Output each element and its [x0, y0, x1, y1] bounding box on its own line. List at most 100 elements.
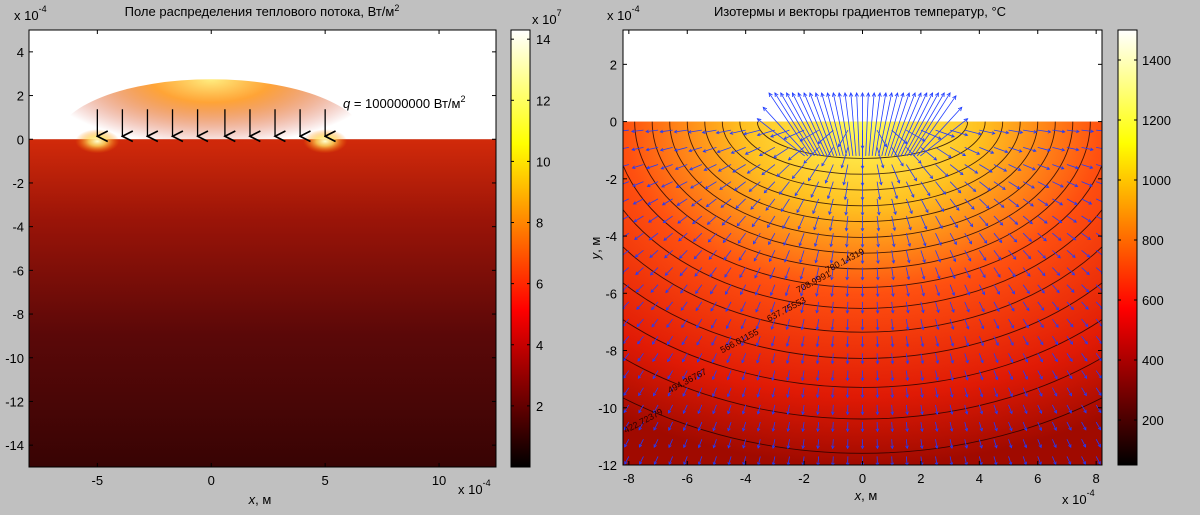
gradient-vector [1037, 129, 1051, 133]
gradient-vector-head [875, 394, 880, 399]
gradient-vector [624, 456, 630, 465]
gradient-vector [816, 370, 820, 381]
gradient-vector [815, 267, 820, 280]
gradient-vector-head [715, 130, 720, 135]
gradient-vector [664, 250, 673, 259]
gradient-vector [802, 439, 805, 449]
gradient-vector-head [737, 240, 742, 244]
gradient-vector [1037, 404, 1042, 414]
gradient-vector-head [783, 242, 787, 246]
gradient-vector [636, 284, 644, 293]
gradient-vector-head [920, 377, 924, 382]
gradient-vector-head [845, 360, 850, 365]
gradient-vector-head [962, 152, 967, 156]
gradient-vector-head [724, 273, 728, 278]
gradient-vector-head [830, 276, 834, 281]
gradient-vector [1081, 318, 1089, 327]
gradient-vector-head [1070, 323, 1074, 328]
gradient-vector-head [1032, 167, 1036, 171]
gradient-vector-head [1074, 183, 1079, 188]
gradient-vector [1081, 164, 1093, 169]
gradient-vector-head [1010, 342, 1014, 346]
gradient-vector-head [816, 428, 820, 433]
gradient-vector-head [1039, 393, 1043, 397]
gradient-vector-head [756, 132, 761, 137]
gradient-vector-head [729, 131, 734, 135]
gradient-vector-head [920, 343, 925, 348]
gradient-vector-head [623, 392, 627, 397]
gradient-vector-head [770, 309, 774, 313]
flux-arrows [97, 109, 325, 136]
gradient-vector [949, 318, 954, 330]
gradient-vector [1081, 353, 1088, 362]
gradient-vector-head [800, 326, 805, 331]
gradient-vector-head [875, 377, 880, 382]
gradient-vector [1081, 439, 1086, 448]
gradient-vector [905, 198, 913, 214]
gradient-vector-head [768, 258, 773, 263]
gradient-vector-head [875, 462, 880, 465]
gradient-vector [900, 92, 933, 157]
gradient-vector [935, 284, 940, 296]
gradient-vector-head [950, 326, 955, 330]
gradient-vector-head [771, 394, 775, 398]
gradient-vector [1008, 387, 1013, 397]
gradient-vector [768, 92, 812, 157]
y-tick-label: -2 [12, 176, 24, 191]
gradient-vector-head [1047, 129, 1052, 134]
gradient-vector [1008, 267, 1016, 277]
gradient-vector [831, 284, 834, 297]
gradient-vector-head [911, 194, 915, 198]
gradient-vector-head [876, 227, 881, 232]
colorbar-tick-label: 8 [536, 216, 543, 231]
gradient-vector-head [695, 290, 699, 295]
gradient-vector [993, 250, 1002, 261]
gradient-vector [796, 198, 805, 213]
gradient-vector [856, 92, 860, 156]
gradient-vector-head [769, 275, 773, 280]
gradient-vector [844, 181, 849, 200]
gradient-vector-head [1039, 358, 1043, 363]
gradient-vector [825, 164, 834, 184]
gradient-vector-head [820, 92, 825, 97]
gradient-vector-head [845, 276, 849, 281]
gradient-vector-head [876, 243, 880, 248]
gradient-vector [667, 387, 674, 397]
gradient-vector-head [1003, 168, 1008, 172]
gradient-vector [631, 146, 644, 151]
gradient-vector-head [786, 92, 791, 97]
gradient-vector-head [1029, 220, 1033, 225]
gradient-vector-head [1086, 271, 1090, 276]
gradient-vector [817, 456, 820, 465]
gradient-vector [679, 250, 688, 259]
gradient-vector [978, 370, 983, 380]
gradient-vector [1081, 404, 1087, 413]
gradient-vector [768, 232, 776, 245]
gradient-vector-head [637, 358, 641, 362]
gradient-vector [1022, 164, 1036, 171]
gradient-vector-head [953, 241, 957, 246]
gradient-vector-head [875, 293, 880, 298]
gradient-vector [979, 181, 991, 191]
gradient-vector [786, 336, 790, 347]
gradient-vector [1008, 129, 1023, 133]
gradient-vector [935, 233, 942, 246]
gradient-vector [800, 284, 805, 296]
gradient-vector [683, 439, 688, 448]
gradient-vector [978, 318, 984, 329]
gradient-vector-head [966, 291, 971, 296]
gradient-vector-head [906, 309, 910, 314]
gradient-vector-head [755, 308, 759, 313]
gradient-vector [920, 404, 923, 415]
gradient-vector [727, 387, 732, 397]
gradient-vector-head [979, 444, 983, 449]
gradient-vector [993, 318, 999, 329]
gradient-vector-head [1043, 237, 1047, 242]
gradient-vector [1008, 250, 1017, 260]
flux-colorbar-ticks: 2 4 6 8 10 12 14 [511, 32, 550, 414]
gradient-vector-head [1075, 147, 1080, 152]
gradient-vector [749, 181, 761, 192]
gradient-vector [742, 370, 747, 380]
gradient-vector [808, 164, 820, 181]
gradient-vector [726, 318, 732, 329]
